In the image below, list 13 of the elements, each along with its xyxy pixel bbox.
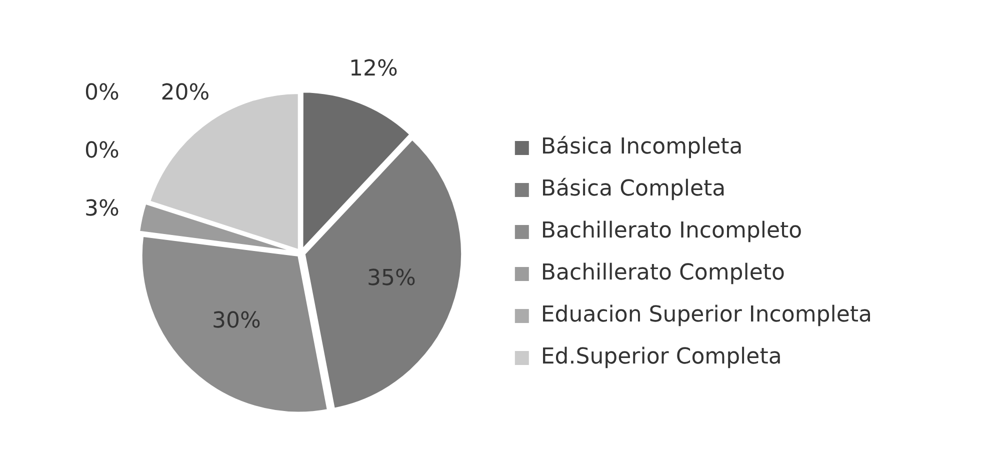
text: 0% xyxy=(84,80,120,106)
text: 0% xyxy=(84,138,120,164)
legend-label: Eduacion Superior Incompleta xyxy=(540,302,872,328)
data-label: 30% xyxy=(212,308,261,334)
data-label: 35% xyxy=(366,266,416,291)
legend-label: Ed.Superior Completa xyxy=(540,344,782,370)
legend-label: Bachillerato Completo xyxy=(540,260,785,286)
data-label: 20% xyxy=(160,80,210,106)
legend-label: Básica Completa xyxy=(540,176,726,202)
data-label: 12% xyxy=(349,56,398,82)
data-label: 3% xyxy=(84,196,120,222)
legend-label: Bachillerato Incompleto xyxy=(540,218,802,244)
legend-label: Básica Incompleta xyxy=(540,134,743,160)
